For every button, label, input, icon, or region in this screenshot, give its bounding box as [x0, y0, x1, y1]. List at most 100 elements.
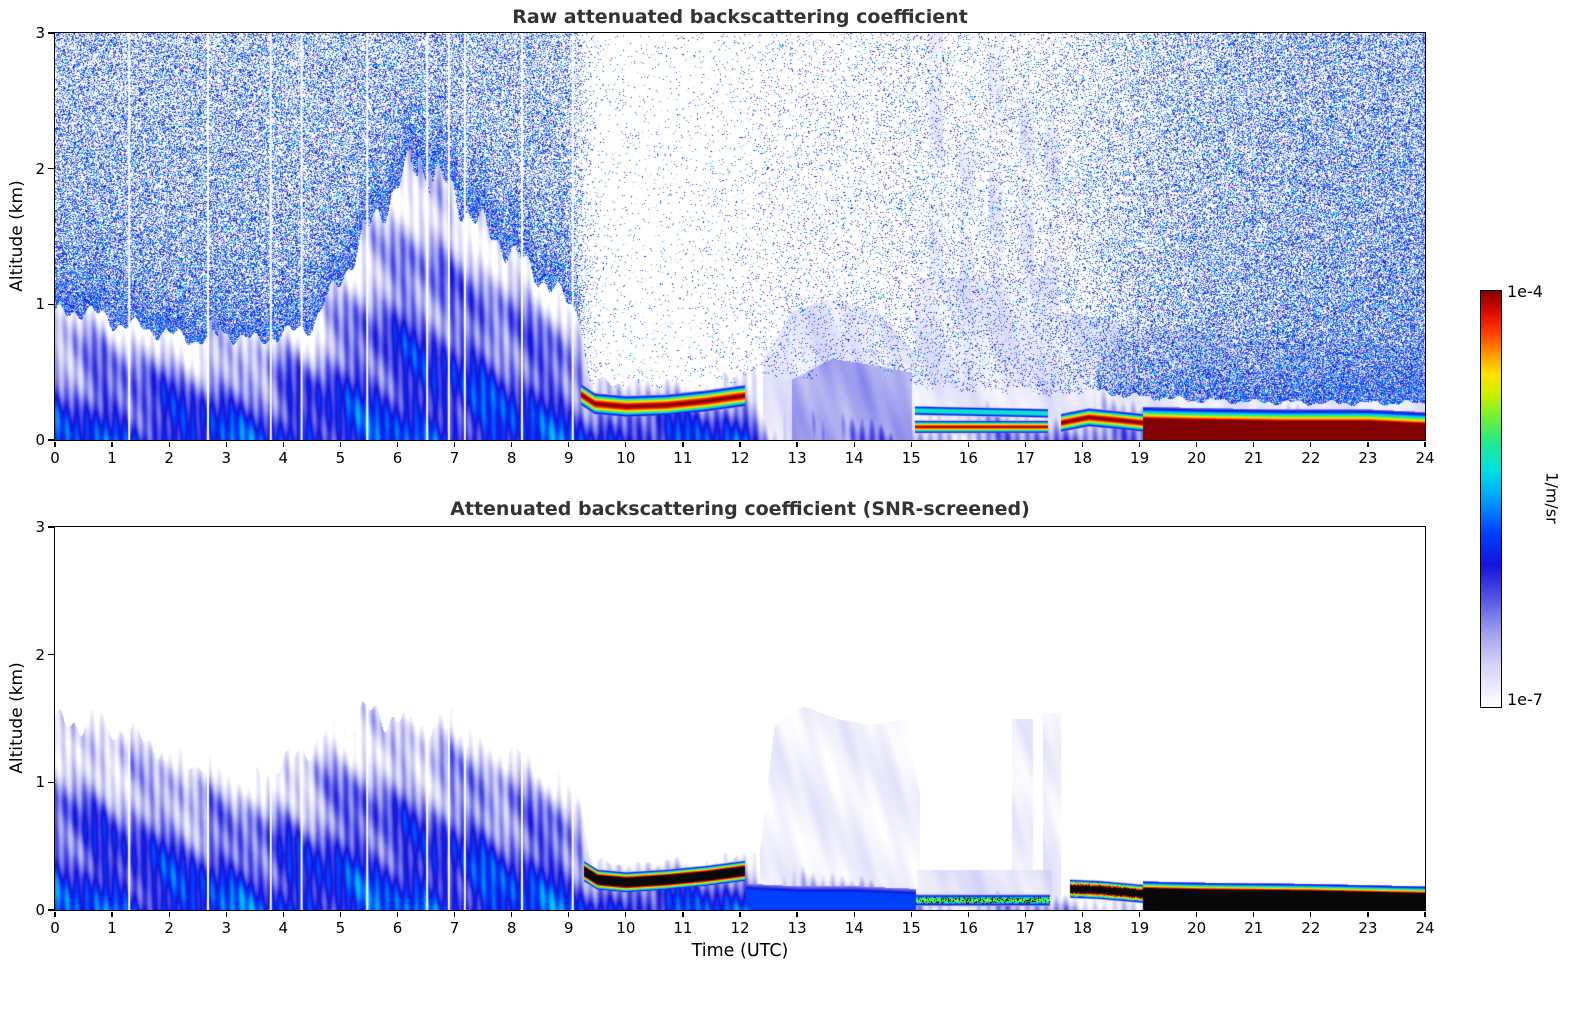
x-tick: [682, 911, 684, 917]
x-tick-label: 10: [616, 919, 636, 937]
x-tick-label: 1: [107, 449, 117, 467]
y-tick-label: 0: [35, 431, 45, 449]
x-tick: [396, 441, 399, 447]
x-tick-label: 3: [221, 449, 232, 467]
x-tick: [1138, 441, 1141, 447]
x-tick-label: 19: [1130, 919, 1150, 937]
x-tick: [1310, 911, 1312, 917]
x-tick: [168, 911, 170, 917]
y-tick: [48, 526, 54, 528]
x-tick: [339, 441, 341, 447]
x-tick: [967, 911, 969, 917]
y-tick: [48, 781, 54, 783]
x-tick-label: 0: [50, 449, 60, 467]
x-tick-label: 18: [1072, 449, 1093, 467]
x-tick-label: 5: [335, 449, 346, 467]
y-tick: [48, 303, 54, 305]
x-tick-label: 21: [1244, 919, 1264, 937]
x-tick: [910, 441, 912, 447]
raw-panel-title: Raw attenuated backscattering coefficien…: [512, 6, 968, 28]
x-tick-label: 12: [730, 449, 750, 467]
x-tick: [1253, 911, 1255, 917]
x-tick: [568, 441, 570, 447]
x-tick: [511, 911, 513, 917]
x-tick-label: 10: [616, 449, 636, 467]
screened-heatmap-canvas: [54, 526, 1425, 910]
x-tick: [511, 441, 513, 447]
x-tick: [967, 441, 969, 447]
x-tick: [1024, 441, 1026, 447]
x-tick: [225, 911, 227, 917]
x-tick-label: 14: [844, 919, 864, 937]
x-tick-label: 23: [1358, 449, 1378, 467]
x-tick: [1310, 441, 1312, 447]
x-tick-label: 4: [278, 919, 289, 937]
x-tick: [796, 441, 798, 447]
screened-y-axis-label: Altitude (km): [7, 662, 27, 774]
y-tick-label: 0: [35, 901, 45, 919]
colorbar-units-label: 1/m/sr: [1542, 472, 1562, 524]
x-tick-label: 5: [335, 919, 346, 937]
x-tick-label: 6: [392, 919, 403, 937]
x-tick-label: 21: [1244, 449, 1264, 467]
x-tick: [1424, 441, 1426, 447]
y-tick: [48, 32, 54, 34]
x-tick-label: 17: [1015, 449, 1035, 467]
x-tick-label: 9: [563, 449, 574, 467]
y-tick-label: 2: [35, 159, 45, 178]
x-tick: [682, 441, 684, 447]
x-tick: [1081, 911, 1084, 917]
x-tick: [796, 911, 798, 917]
x-tick: [1424, 911, 1426, 917]
x-tick: [1196, 911, 1198, 917]
colorbar-max-label: 1e-4: [1507, 282, 1543, 301]
x-tick-label: 18: [1072, 919, 1093, 937]
x-tick-label: 23: [1358, 919, 1378, 937]
raw-y-axis-label: Altitude (km): [7, 180, 27, 292]
x-tick-label: 13: [787, 449, 807, 467]
x-tick: [1367, 911, 1369, 917]
x-tick: [910, 911, 912, 917]
x-tick-label: 4: [278, 449, 289, 467]
x-tick-label: 20: [1187, 449, 1207, 467]
x-tick: [282, 911, 284, 917]
y-tick: [48, 439, 54, 441]
x-tick-label: 19: [1130, 449, 1150, 467]
x-tick-label: 3: [221, 919, 232, 937]
x-tick-label: 15: [901, 919, 921, 937]
x-tick-label: 22: [1301, 449, 1321, 467]
y-tick-label: 1: [35, 295, 45, 314]
x-tick-label: 11: [673, 919, 693, 937]
x-tick-label: 8: [506, 449, 517, 467]
y-tick-label: 3: [35, 24, 45, 42]
x-tick: [396, 911, 399, 917]
colorbar-min-label: 1e-7: [1507, 690, 1543, 709]
y-tick: [48, 654, 54, 656]
x-tick-label: 2: [164, 449, 174, 467]
x-tick: [111, 441, 113, 447]
x-tick-label: 16: [958, 449, 978, 467]
x-tick-label: 7: [449, 919, 460, 937]
x-tick-label: 8: [506, 919, 517, 937]
x-tick: [282, 441, 284, 447]
x-tick: [1081, 441, 1084, 447]
x-tick-label: 0: [50, 919, 60, 937]
x-tick: [168, 441, 170, 447]
x-tick-label: 12: [730, 919, 750, 937]
x-tick: [54, 441, 56, 447]
x-tick: [111, 911, 113, 917]
x-tick: [853, 441, 855, 447]
y-tick: [48, 909, 54, 911]
y-tick-label: 2: [35, 645, 45, 664]
screened-heatmap-plot: [53, 525, 1426, 911]
x-tick-label: 17: [1015, 919, 1035, 937]
y-tick: [48, 168, 54, 170]
x-tick: [739, 911, 741, 917]
x-tick: [853, 911, 855, 917]
x-tick: [739, 441, 741, 447]
x-tick-label: 6: [392, 449, 403, 467]
x-tick-label: 13: [787, 919, 807, 937]
x-tick: [1138, 911, 1141, 917]
colorbar: [1480, 290, 1502, 708]
